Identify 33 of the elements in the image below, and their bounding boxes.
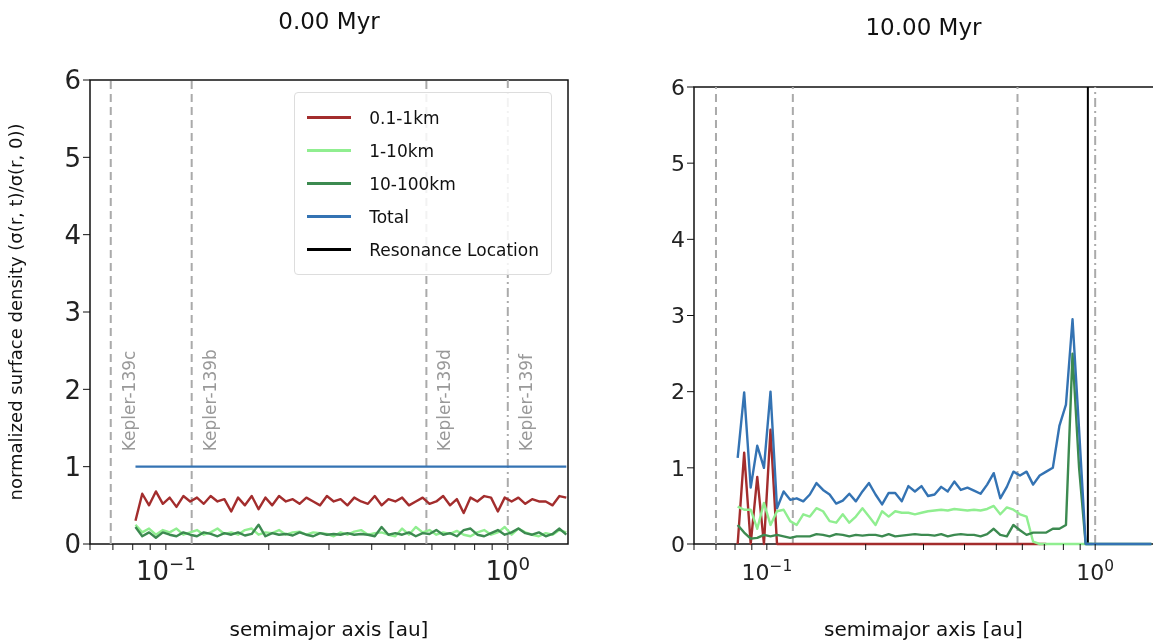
y-tick-label: 6 xyxy=(64,65,81,96)
y-tick-label: 0 xyxy=(671,531,685,557)
x-axis-title: semimajor axis [au] xyxy=(824,617,1023,640)
ref-line-label: Kepler-139c xyxy=(118,350,139,452)
legend-label: 10-100km xyxy=(369,173,456,194)
y-tick-label: 1 xyxy=(64,451,81,482)
legend-label: 0.1-1km xyxy=(369,107,440,128)
y-tick-label: 3 xyxy=(671,303,685,329)
ref-line-label: Kepler-139d xyxy=(434,349,455,452)
line-series xyxy=(134,490,568,522)
y-tick-label: 5 xyxy=(671,150,685,176)
y-tick-label: 4 xyxy=(671,227,685,253)
y-tick-label: 0 xyxy=(64,529,81,560)
ref-line-label: Kepler-139b xyxy=(199,349,220,452)
y-tick-label: 5 xyxy=(64,142,81,173)
y-tick-label: 2 xyxy=(64,374,81,405)
y-tick-label: 1 xyxy=(671,455,685,481)
legend-label: 1-10km xyxy=(369,140,435,161)
y-tick-label: 2 xyxy=(671,379,685,405)
x-axis-title: semimajor axis [au] xyxy=(229,617,429,640)
y-tick-label: 6 xyxy=(671,74,685,100)
x-tick-label: 10$^{−1}$ xyxy=(741,557,793,585)
chart-title: 0.00 Myr xyxy=(277,8,381,34)
ref-line-label: Kepler-139f xyxy=(515,352,536,452)
legend-label: Resonance Location xyxy=(369,239,539,260)
y-axis-title: normalized surface density (σ(r, t)/σ(r, 0)) xyxy=(5,123,26,501)
x-tick-label: 10$^{0}$ xyxy=(485,552,531,586)
y-tick-label: 4 xyxy=(64,219,81,250)
legend-label: Total xyxy=(369,206,409,227)
x-tick-label: 10$^{0}$ xyxy=(1076,557,1115,585)
y-tick-label: 3 xyxy=(64,297,81,328)
chart-title: 10.00 Myr xyxy=(864,14,983,40)
x-tick-label: 10$^{−1}$ xyxy=(135,552,196,586)
